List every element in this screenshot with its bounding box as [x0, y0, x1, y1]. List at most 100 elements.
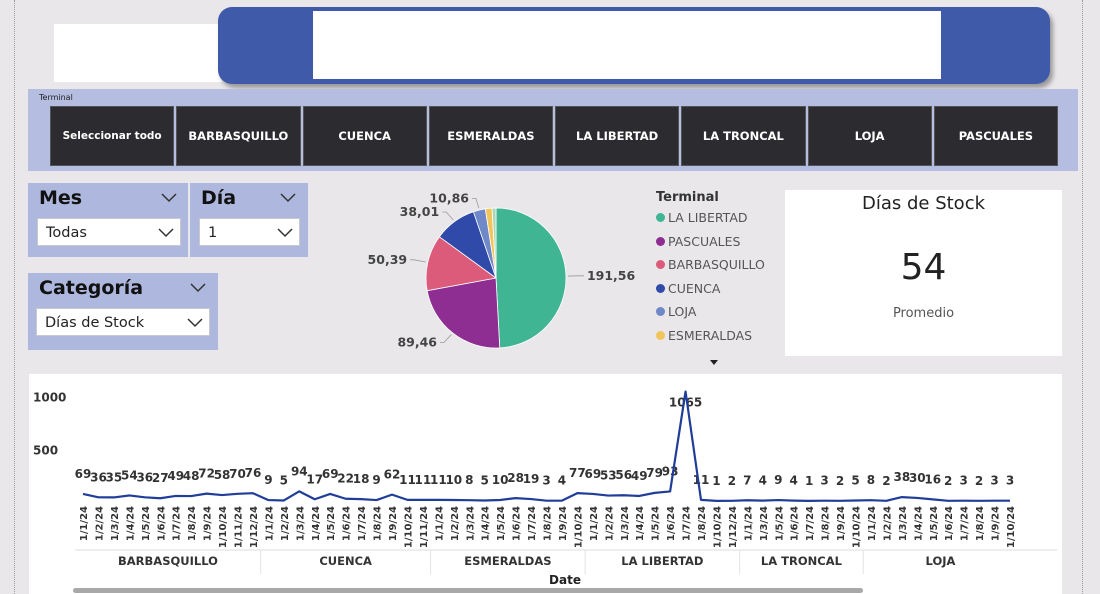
- data-label: 3: [542, 474, 550, 488]
- terminal-option-cuenca[interactable]: CUENCA: [302, 106, 427, 166]
- x-tick-label: 1/3/24: [898, 506, 909, 541]
- terminal-option-esmeraldas[interactable]: ESMERALDAS: [428, 106, 553, 166]
- x-tick-label: 1/7/24: [172, 506, 183, 541]
- legend-item-cuenca[interactable]: CUENCA: [656, 281, 720, 296]
- categoria-label: Categoría: [39, 277, 144, 299]
- caret-down-icon[interactable]: [710, 360, 718, 365]
- x-tick-label: 1/9/24: [388, 506, 399, 541]
- data-label: 72: [198, 467, 215, 481]
- legend-item-esmeraldas[interactable]: ESMERALDAS: [656, 328, 752, 343]
- data-label: 54: [121, 468, 138, 482]
- data-label: 11: [399, 473, 416, 487]
- data-label: 53: [600, 469, 617, 483]
- data-label: 49: [167, 469, 184, 483]
- terminal-option-select-all[interactable]: Seleccionar todo: [50, 106, 175, 166]
- legend-label: CUENCA: [668, 280, 721, 296]
- x-tick-label: 1/6/24: [342, 506, 353, 541]
- chevron-down-icon[interactable]: [190, 281, 206, 293]
- dia-dropdown[interactable]: 1: [199, 218, 300, 246]
- data-label: 16: [924, 472, 941, 486]
- group-label: BARBASQUILLO: [118, 554, 218, 568]
- data-label: 28: [507, 471, 524, 485]
- chevron-down-icon[interactable]: [280, 191, 296, 203]
- legend-marker: [656, 236, 665, 246]
- legend-item-la-libertad[interactable]: LA LIBERTAD: [656, 210, 748, 225]
- y-tick-label: 500: [33, 444, 58, 458]
- pie-slice-pascuales[interactable]: [426, 277, 501, 349]
- legend-item-pascuales[interactable]: PASCUALES: [656, 234, 740, 249]
- legend-marker: [656, 330, 665, 340]
- legend-label: LA LIBERTAD: [668, 210, 748, 225]
- data-label: 9: [774, 473, 782, 487]
- horizontal-scrollbar[interactable]: [73, 588, 863, 593]
- header-title-area: [313, 11, 941, 79]
- data-label: 2: [944, 474, 952, 488]
- data-label: 58: [214, 468, 231, 482]
- legend-label: PASCUALES: [668, 233, 741, 249]
- x-tick-label: 1/2/24: [882, 506, 893, 541]
- x-tick-label: 1/12/24: [249, 506, 260, 548]
- series-line[interactable]: [82, 390, 1010, 502]
- pie-leader-line: [440, 334, 452, 343]
- x-tick-label: 1/8/24: [187, 506, 198, 541]
- terminal-option-la-troncal[interactable]: LA TRONCAL: [681, 106, 806, 166]
- mes-dropdown[interactable]: Todas: [37, 218, 181, 246]
- chevron-down-icon: [187, 318, 203, 328]
- x-tick-label: 1/9/24: [836, 506, 847, 541]
- categoria-slicer: Categoría Días de Stock: [28, 273, 218, 350]
- categoria-dropdown[interactable]: Días de Stock: [36, 308, 210, 336]
- x-tick-label: 1/10/24: [852, 506, 863, 548]
- x-tick-label: 1/9/24: [991, 506, 1002, 541]
- x-tick-label: 1/5/24: [141, 506, 152, 541]
- data-label: 11: [693, 473, 710, 487]
- data-label: 69: [75, 467, 92, 481]
- x-tick-label: 1/7/24: [527, 506, 538, 541]
- terminal-option-la-libertad[interactable]: LA LIBERTAD: [555, 106, 680, 166]
- chevron-down-icon: [158, 228, 174, 238]
- kpi-card: Días de Stock 54 Promedio: [785, 190, 1062, 356]
- data-label: 8: [465, 473, 473, 487]
- x-tick-label: 1/5/24: [774, 506, 785, 541]
- x-tick-label: 1/10/24: [218, 506, 229, 548]
- pie-data-label: 50,39: [368, 252, 408, 267]
- x-tick-label: 1/1/24: [79, 506, 90, 541]
- x-tick-label: 1/1/24: [264, 506, 275, 541]
- data-label: 30: [909, 471, 926, 485]
- data-label: 17: [306, 472, 323, 486]
- group-label: LA TRONCAL: [761, 554, 843, 568]
- x-tick-label: 1/5/24: [651, 506, 662, 541]
- x-tick-label: 1/2/24: [450, 506, 461, 541]
- pie-slice-la-libertad[interactable]: [495, 207, 567, 349]
- legend-label: LOJA: [668, 304, 697, 319]
- data-label: 49: [631, 469, 648, 483]
- chevron-down-icon[interactable]: [161, 191, 177, 203]
- pie-slice[interactable]: [491, 207, 497, 279]
- dia-label: Día: [201, 187, 237, 209]
- pie-data-label: 191,56: [587, 268, 636, 283]
- x-tick-label: 1/2/24: [94, 506, 105, 541]
- data-label: 48: [183, 469, 200, 483]
- legend-marker: [656, 283, 665, 293]
- x-tick-label: 1/8/24: [821, 506, 832, 541]
- x-tick-label: 1/12/24: [728, 506, 739, 548]
- data-label: 62: [384, 468, 401, 482]
- data-label: 8: [867, 473, 875, 487]
- legend-item-loja[interactable]: LOJA: [656, 304, 696, 319]
- terminal-option-loja[interactable]: LOJA: [807, 106, 932, 166]
- data-label: 10: [445, 473, 462, 487]
- terminal-option-pascuales[interactable]: PASCUALES: [933, 106, 1058, 166]
- legend-label: ESMERALDAS: [668, 327, 753, 343]
- legend-item-barbasquillo[interactable]: BARBASQUILLO: [656, 257, 765, 272]
- kpi-card-label: Promedio: [892, 306, 955, 321]
- data-label: 35: [106, 470, 123, 484]
- data-label: 38: [893, 470, 910, 484]
- terminal-option-barbasquillo[interactable]: BARBASQUILLO: [176, 106, 301, 166]
- pie-slice-barbasquillo[interactable]: [425, 236, 497, 292]
- data-label: 3: [959, 474, 967, 488]
- x-tick-label: 1/6/24: [944, 506, 955, 541]
- canvas-edge-left: [14, 0, 15, 594]
- data-label: 94: [291, 464, 308, 478]
- kpi-card-value: 54: [900, 247, 947, 288]
- data-label: 70: [229, 467, 246, 481]
- dia-value: 1: [208, 225, 218, 241]
